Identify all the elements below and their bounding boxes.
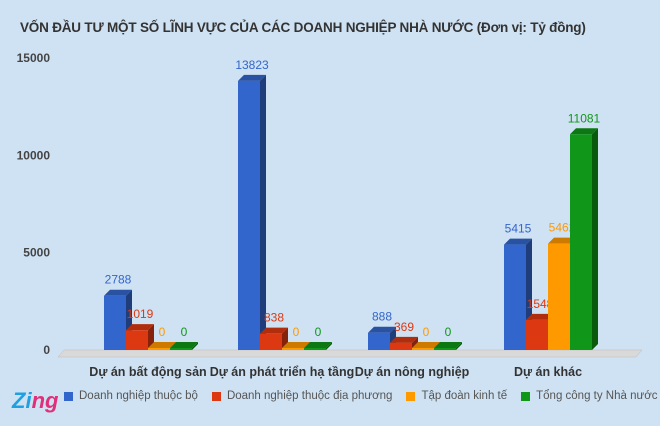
legend-label: Tổng công ty Nhà nước	[536, 390, 658, 402]
y-tick-label: 10000	[17, 148, 51, 162]
data-label: 888	[372, 310, 392, 324]
bar	[390, 342, 412, 350]
bar-side	[456, 342, 462, 350]
bar-top	[260, 327, 288, 334]
bar	[504, 244, 526, 350]
bar	[104, 295, 126, 350]
bar-top	[412, 342, 440, 348]
bar-top	[148, 342, 176, 348]
data-label: 5415	[505, 222, 532, 236]
bar	[526, 319, 548, 350]
bar-top	[526, 313, 554, 320]
legend-item: Tập đoàn kinh tế	[406, 390, 507, 402]
x-tick-label: Dự án nông nghiệp	[355, 365, 470, 379]
bar-top	[304, 342, 332, 348]
chart-title: VỐN ĐẦU TƯ MỘT SỐ LĨNH VỰC CỦA CÁC DOANH…	[20, 20, 586, 35]
bar	[434, 348, 456, 350]
y-tick-label: 5000	[23, 246, 50, 260]
bar-top	[548, 237, 576, 244]
data-label: 1548	[527, 297, 554, 311]
data-label: 0	[423, 325, 430, 339]
x-tick-label: Dự án phát triển hạ tầng	[210, 365, 354, 379]
bar	[170, 348, 192, 350]
chart-floor	[57, 349, 643, 358]
bar-side	[592, 128, 598, 350]
bar	[282, 348, 304, 350]
legend-label: Doanh nghiệp thuộc bộ	[79, 390, 198, 402]
bar-side	[260, 74, 266, 351]
data-label: 0	[181, 325, 188, 339]
bar-top	[368, 326, 396, 333]
x-tick-label: Dự án khác	[514, 365, 582, 379]
data-label: 2788	[105, 273, 132, 287]
bar-side	[192, 342, 198, 350]
legend-item: Doanh nghiệp thuộc bộ	[64, 390, 198, 402]
data-label: 369	[394, 320, 414, 334]
bar	[238, 80, 260, 351]
bar-top	[570, 128, 598, 135]
bar	[368, 332, 390, 350]
data-label: 11081	[568, 111, 601, 125]
legend-item: Doanh nghiệp thuộc địa phương	[211, 390, 393, 402]
bar-top	[126, 324, 154, 331]
bar-top	[282, 342, 310, 348]
legend-label: Doanh nghiệp thuộc địa phương	[226, 390, 393, 402]
legend-swatch	[64, 391, 73, 401]
data-label: 0	[293, 325, 300, 339]
data-label: 13823	[235, 58, 269, 72]
data-label: 0	[445, 325, 452, 339]
data-label: 0	[315, 325, 322, 339]
legend-swatch	[211, 391, 221, 401]
data-label: 838	[264, 311, 284, 325]
bar	[126, 330, 148, 350]
bar-top	[104, 289, 132, 296]
bar	[570, 134, 592, 350]
bar	[304, 348, 326, 350]
legend-label: Tập đoàn kinh tế	[421, 390, 508, 402]
bar	[260, 333, 282, 350]
bar-top	[504, 238, 532, 245]
bar-side	[326, 342, 332, 350]
y-tick-label: 15000	[17, 51, 51, 65]
bar	[148, 348, 170, 350]
data-label: 5462	[549, 221, 576, 235]
bar-top	[390, 336, 418, 343]
legend-item: Tổng công ty Nhà nước	[521, 390, 657, 402]
bar	[548, 243, 570, 350]
legend: Doanh nghiệp thuộc bộ Doanh nghiệp thuộc …	[64, 390, 657, 402]
x-tick-label: Dự án bất động sản	[89, 365, 206, 379]
data-label: 1019	[127, 307, 154, 321]
bar-top	[238, 74, 266, 81]
bar-top	[434, 342, 462, 348]
legend-swatch	[406, 391, 416, 401]
data-label: 0	[159, 325, 166, 339]
bar	[412, 348, 434, 350]
legend-swatch	[521, 391, 531, 401]
y-tick-label: 0	[43, 343, 50, 357]
bar-top	[170, 342, 198, 348]
zing-logo: Zing	[12, 388, 59, 413]
